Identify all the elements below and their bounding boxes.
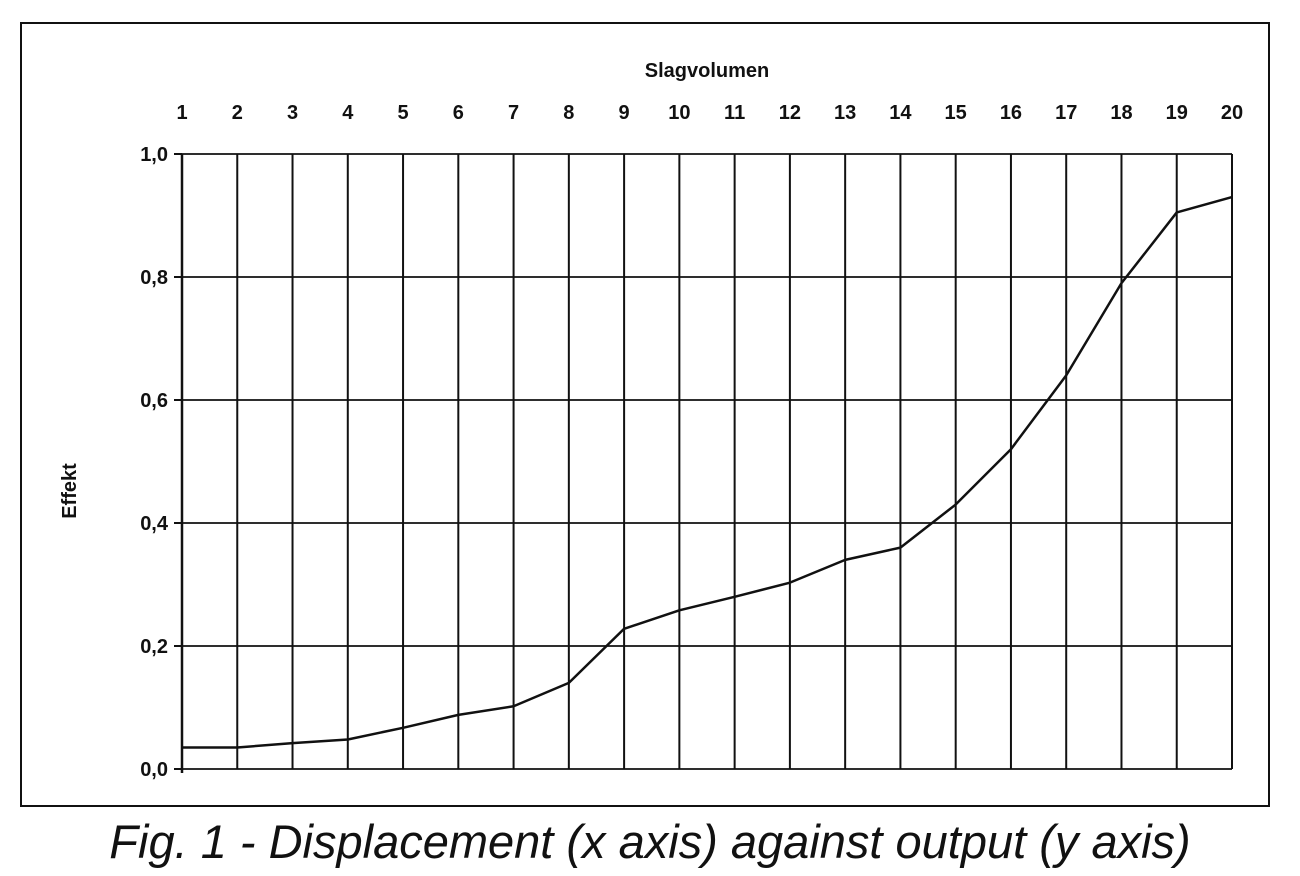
x-tick-label: 14 xyxy=(889,102,912,124)
x-tick-label: 8 xyxy=(563,102,574,124)
x-tick-label: 2 xyxy=(232,102,243,124)
x-tick-label: 16 xyxy=(1000,102,1022,124)
y-tick-label: 0,0 xyxy=(140,759,168,781)
x-tick-label: 5 xyxy=(397,102,408,124)
y-tick-label: 0,4 xyxy=(140,513,169,535)
x-tick-label: 15 xyxy=(945,102,967,124)
x-tick-label: 10 xyxy=(668,102,690,124)
x-tick-label: 7 xyxy=(508,102,519,124)
chart-frame: 1 2 3 4 5 6 7 8 9 10 11 12 13 14 15 16 17 18 19 20 0,0 0,2 0,… xyxy=(20,22,1270,807)
x-tick-label: 11 xyxy=(724,102,745,124)
x-tick-label: 9 xyxy=(619,102,630,124)
x-tick-label: 1 xyxy=(176,102,187,124)
y-tick-label: 1,0 xyxy=(140,144,168,166)
y-tick-label: 0,8 xyxy=(140,267,168,289)
x-tick-label: 12 xyxy=(779,102,801,124)
y-tick-label: 0,2 xyxy=(140,636,168,658)
x-tick-label: 20 xyxy=(1221,102,1243,124)
axes xyxy=(174,153,184,773)
x-tick-label: 19 xyxy=(1166,102,1188,124)
x-tick-label: 18 xyxy=(1110,102,1132,124)
y-axis-title: Effekt xyxy=(59,463,81,519)
series xyxy=(182,195,1233,749)
line-chart: 1 2 3 4 5 6 7 8 9 10 11 12 13 14 15 16 17 18 19 20 0,00,20,… xyxy=(59,60,1243,781)
x-tick-labels: 1 2 3 4 5 6 7 8 9 10 11 12 13 14 15 16 17 18 19 20 xyxy=(176,102,1243,124)
x-tick-label: 4 xyxy=(342,102,354,124)
x-tick-label: 17 xyxy=(1055,102,1077,124)
x-axis-title: Slagvolumen xyxy=(645,60,769,82)
figure-caption: Fig. 1 - Displacement (x axis) against o… xyxy=(109,815,1191,868)
y-tick-labels: 0,0 0,2 0,4 0,6 0,8 1,0 xyxy=(140,144,169,781)
x-tick-label: 6 xyxy=(453,102,464,124)
y-tick-label: 0,6 xyxy=(140,390,168,412)
series-line xyxy=(182,195,1233,749)
x-tick-label: 3 xyxy=(287,102,298,124)
x-tick-label: 13 xyxy=(834,102,856,124)
grid-lines xyxy=(181,153,1233,770)
